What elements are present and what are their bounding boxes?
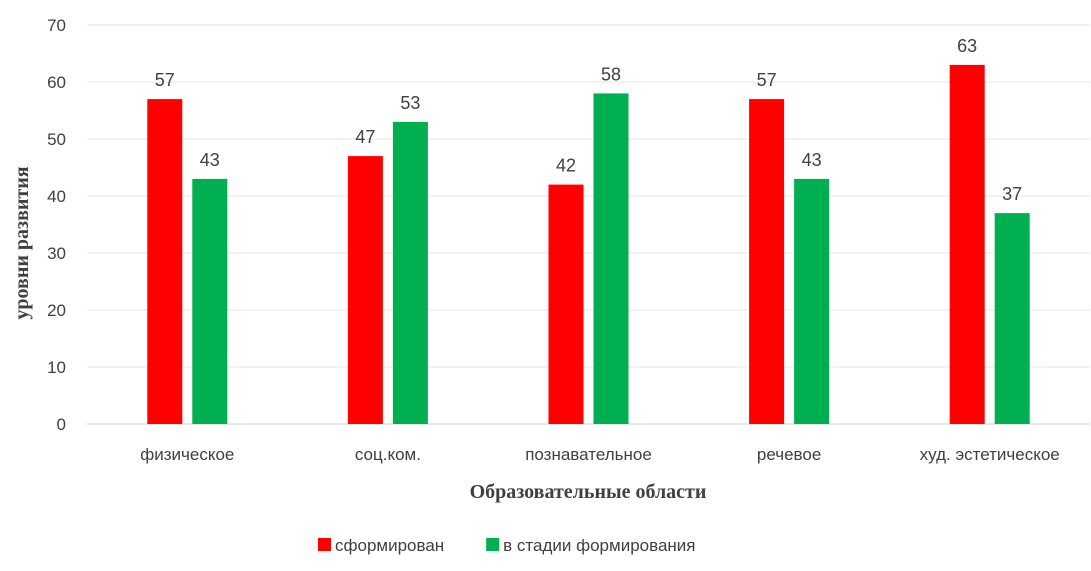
x-tick-label: худ. эстетическое <box>920 445 1060 464</box>
bars <box>147 64 1030 425</box>
y-tick-label: 50 <box>47 130 66 149</box>
bar <box>949 64 985 425</box>
y-tick-label: 30 <box>47 244 66 263</box>
legend: сформирован в стадии формирования <box>318 536 695 555</box>
data-label: 42 <box>556 156 576 176</box>
data-label: 43 <box>802 150 822 170</box>
data-label: 63 <box>957 36 977 56</box>
bar <box>548 184 584 424</box>
legend-label: сформирован <box>335 536 444 555</box>
data-label: 43 <box>200 150 220 170</box>
bar <box>994 213 1030 424</box>
bar <box>192 178 228 424</box>
legend-label: в стадии формирования <box>503 536 695 555</box>
y-axis-ticks: 0 10 20 30 40 50 60 70 <box>47 16 66 434</box>
x-tick-label: речевое <box>757 445 821 464</box>
y-axis-title: уровни развития <box>11 166 33 319</box>
data-label: 57 <box>155 70 175 90</box>
y-tick-label: 60 <box>47 73 66 92</box>
gridlines <box>87 24 1090 425</box>
bar <box>347 156 383 424</box>
data-label: 37 <box>1002 184 1022 204</box>
bar <box>593 93 629 425</box>
x-axis-ticks: физическое соц.ком. познавательное речевое х… <box>140 445 1060 464</box>
data-label: 57 <box>757 70 777 90</box>
bar <box>147 99 183 424</box>
data-label: 47 <box>355 127 375 147</box>
data-labels: 57 43 47 53 42 58 57 43 63 37 <box>155 36 1022 204</box>
x-tick-label: познавательное <box>525 445 652 464</box>
data-label: 58 <box>601 64 621 84</box>
y-tick-label: 10 <box>47 358 66 377</box>
x-tick-label: физическое <box>140 445 234 464</box>
bar <box>392 121 428 425</box>
data-label: 53 <box>400 93 420 113</box>
y-tick-label: 0 <box>57 415 66 434</box>
bar <box>794 178 830 424</box>
x-tick-label: соц.ком. <box>355 445 421 464</box>
y-tick-label: 70 <box>47 16 66 35</box>
legend-swatch <box>486 538 500 551</box>
x-axis-title: Образовательные области <box>470 481 707 503</box>
y-tick-label: 20 <box>47 301 66 320</box>
bar <box>749 99 785 424</box>
legend-swatch <box>318 538 331 551</box>
y-tick-label: 40 <box>47 187 66 206</box>
